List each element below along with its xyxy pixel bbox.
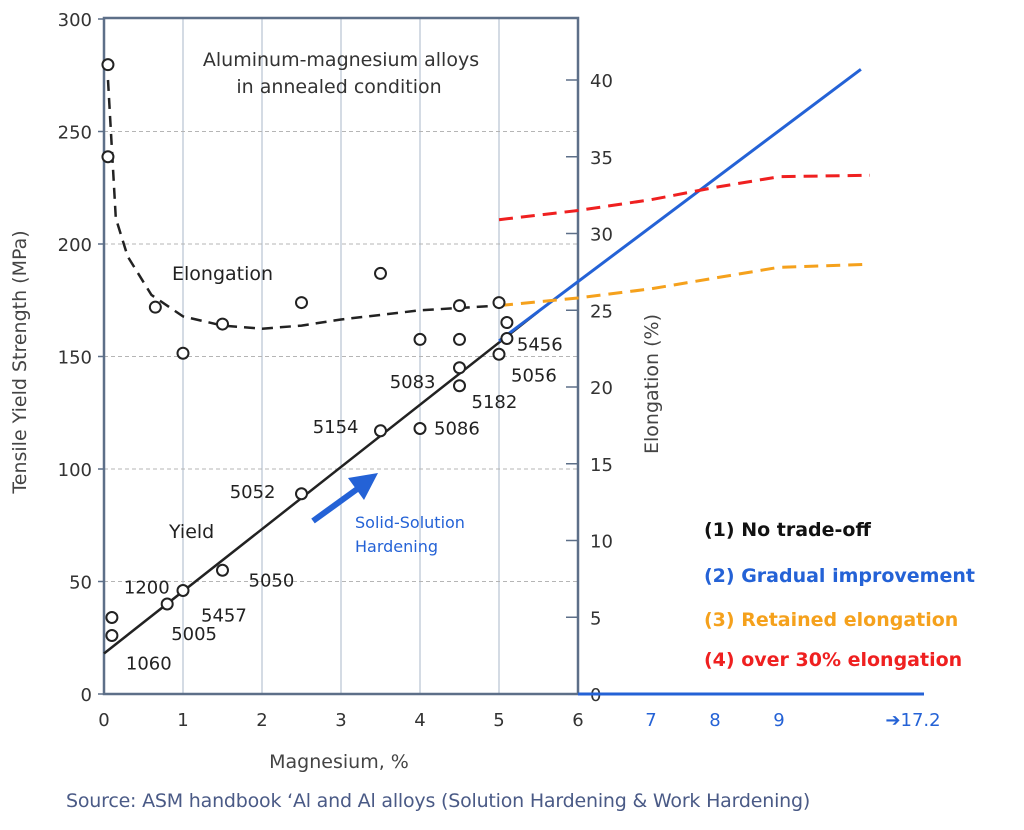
chart: 0123456050100150200250300051015202530354… <box>9 10 975 773</box>
yield-point <box>105 629 119 642</box>
y-tick-label-right: 20 <box>590 378 613 399</box>
y-tick-label-right: 10 <box>590 532 613 553</box>
data-points <box>101 58 514 642</box>
elongation-point <box>216 317 229 331</box>
extended-x-axis: 7 8 9 ➔17.2 <box>578 692 941 731</box>
annotation-line1: Solid-Solution <box>355 513 465 532</box>
alloy-label-1060: 1060 <box>126 654 172 675</box>
yield-point <box>295 487 308 501</box>
x-tick-label: 1 <box>177 710 188 731</box>
elongation-point <box>176 346 190 360</box>
alloy-label-5086: 5086 <box>434 419 480 440</box>
y-tick-label-left: 50 <box>69 573 92 594</box>
elongation-point <box>453 299 466 313</box>
elongation-point <box>101 58 115 72</box>
yield-point <box>453 361 466 375</box>
yield-point <box>160 597 174 611</box>
y-tick-label-right: 35 <box>590 148 613 169</box>
yield-point <box>374 424 387 438</box>
elongation-fit-curve <box>106 79 500 330</box>
trend-line-2 <box>498 68 862 343</box>
legend: (1) No trade-off (2) Gradual improvement (… <box>704 519 975 671</box>
y-tick-label-left: 200 <box>58 235 92 256</box>
y-tick-label-right: 15 <box>590 455 613 476</box>
elongation-point <box>492 296 506 310</box>
elongation-point <box>453 332 466 346</box>
axes <box>98 16 580 696</box>
alloy-label-5182: 5182 <box>472 392 518 413</box>
solid-solution-arrow <box>311 473 378 524</box>
y-tick-label-right: 30 <box>590 225 613 246</box>
x-tick-label: 3 <box>335 710 346 731</box>
x-tick-label: 0 <box>98 710 109 731</box>
elongation-point <box>500 316 514 330</box>
trend-line-4 <box>498 173 871 222</box>
x-tick-label: 5 <box>493 710 504 731</box>
y-tick-label-left: 0 <box>81 685 92 706</box>
y-tick-label-left: 100 <box>58 460 92 481</box>
y-tick-label-right: 5 <box>590 608 601 629</box>
annotation-line2: Hardening <box>355 537 438 556</box>
yield-point <box>105 611 119 624</box>
elongation-point <box>295 296 308 310</box>
alloy-label-5154: 5154 <box>313 417 359 438</box>
y-tick-label-right: 40 <box>590 71 613 92</box>
elongation-curve-label: Elongation <box>172 263 273 285</box>
alloy-label-5005: 5005 <box>171 624 217 645</box>
x-tick-label: 6 <box>572 710 583 731</box>
yield-point <box>413 422 427 435</box>
trend-lines <box>498 68 871 343</box>
yield-point <box>492 347 506 361</box>
yield-line-label: Yield <box>168 521 214 543</box>
legend-entry-2: (2) Gradual improvement <box>704 565 975 587</box>
legend-entry-3: (3) Retained elongation <box>704 609 958 631</box>
y-axis-right-label: Elongation (%) <box>641 314 663 454</box>
alloy-label-5456: 5456 <box>517 335 563 356</box>
elongation-point <box>148 300 162 314</box>
chart-subtitle: in annealed condition <box>236 76 441 98</box>
x-tick-label-extended: ➔17.2 <box>885 710 940 731</box>
alloy-label-5083: 5083 <box>390 372 436 393</box>
grid-lines <box>104 18 578 694</box>
y-tick-label-left: 300 <box>58 10 92 31</box>
legend-entry-4: (4) over 30% elongation <box>704 649 962 671</box>
source-note: Source: ASM handbook ‘Al and Al alloys (… <box>66 790 811 812</box>
alloy-label-5457: 5457 <box>201 606 247 627</box>
x-axis-label: Magnesium, % <box>269 751 409 773</box>
x-tick-label-extended: 8 <box>709 710 720 731</box>
yield-point <box>176 584 190 597</box>
yield-point <box>500 332 514 345</box>
yield-fit-line <box>103 310 540 655</box>
alloy-label-5052: 5052 <box>230 482 276 503</box>
alloy-label-5050: 5050 <box>249 570 295 591</box>
x-tick-label-extended: 7 <box>645 710 656 731</box>
fit-lines <box>103 79 540 655</box>
yield-point <box>216 563 229 577</box>
elongation-point <box>413 332 427 346</box>
x-tick-label: 2 <box>256 710 267 731</box>
alloy-label-1200: 1200 <box>124 578 170 599</box>
y-tick-label-left: 250 <box>58 123 92 144</box>
x-tick-label: 4 <box>414 710 425 731</box>
legend-entry-1: (1) No trade-off <box>704 519 871 541</box>
y-tick-label-right: 25 <box>590 301 613 322</box>
alloy-label-5056: 5056 <box>511 365 557 386</box>
elongation-point <box>374 266 387 280</box>
yield-point <box>453 379 466 393</box>
elongation-point <box>101 150 115 164</box>
trend-line-3 <box>498 262 871 308</box>
y-axis-left-label: Tensile Yield Strength (MPa) <box>9 230 31 494</box>
y-tick-label-left: 150 <box>58 348 92 369</box>
chart-title: Aluminum-magnesium alloys <box>203 49 479 71</box>
tick-labels: 0123456050100150200250300051015202530354… <box>58 10 613 731</box>
x-tick-label-extended: 9 <box>773 710 784 731</box>
